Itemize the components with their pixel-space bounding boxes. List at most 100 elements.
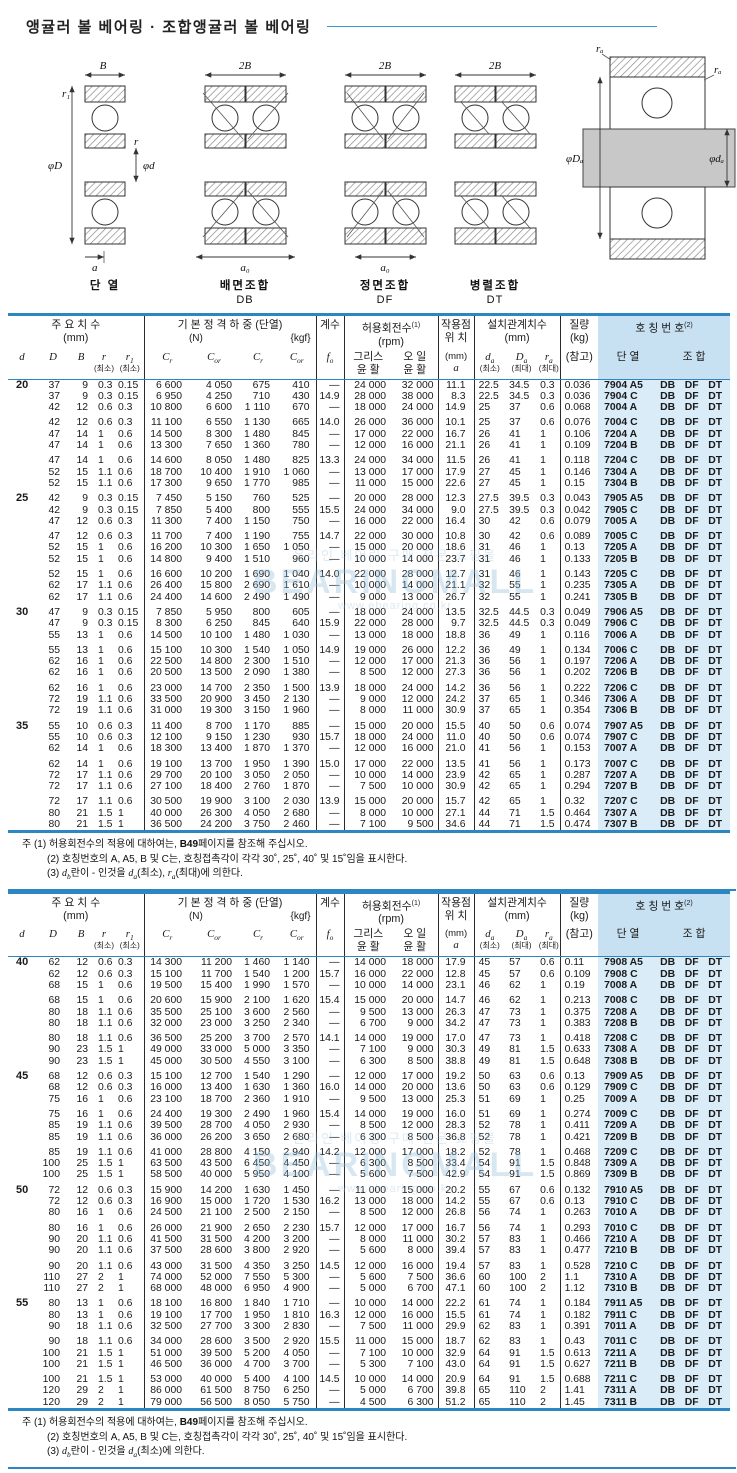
cell-d bbox=[8, 1223, 36, 1234]
column-group-header: 주 요 치 수 (mm) bbox=[8, 314, 145, 349]
cell: 20 000 bbox=[392, 796, 439, 808]
cell: 0.25 bbox=[564, 1093, 585, 1105]
table-row: 62 17 1.1 0.6 26 400 15 800 2 690 1 610—10 000 1… bbox=[8, 580, 731, 592]
cell: 1 bbox=[98, 1207, 104, 1219]
cell: 1 bbox=[538, 769, 561, 782]
cell: — bbox=[316, 591, 345, 603]
cell: 7007 C bbox=[598, 758, 659, 770]
cell: 0.3 bbox=[116, 417, 145, 429]
cell: 18 700 bbox=[150, 466, 183, 478]
cell: 1 960 bbox=[278, 1108, 317, 1121]
cell: 14 600 bbox=[200, 591, 233, 603]
cell: 1 060 bbox=[278, 466, 317, 478]
cell: 21 bbox=[76, 1358, 88, 1370]
footnote-line: 주 (1) 허용회전수의 적용에 대하여는, B49페이지를 참조해 주십시오. bbox=[22, 1417, 308, 1429]
cell: 0.6 bbox=[116, 781, 145, 793]
cell-combination: DB DF DT bbox=[658, 455, 731, 467]
cell: 0.383 bbox=[564, 1017, 591, 1029]
cell: 7 850 bbox=[156, 504, 183, 516]
cell: 0.6 bbox=[116, 1298, 145, 1310]
cell-d bbox=[8, 819, 36, 832]
cell: 6 700 bbox=[360, 1017, 387, 1029]
cell: 1.5 bbox=[98, 1347, 113, 1359]
cell: 28 800 bbox=[200, 1146, 233, 1158]
cell: 1 710 bbox=[278, 1298, 317, 1310]
cell: 17 bbox=[76, 796, 88, 808]
cell: 14.7 bbox=[438, 995, 475, 1007]
cell: 6 300 bbox=[360, 1158, 387, 1170]
cell: 1 bbox=[538, 1298, 561, 1310]
cell: — bbox=[316, 1347, 345, 1359]
cell: 55 bbox=[48, 720, 60, 732]
cell: 7904 C bbox=[598, 390, 659, 403]
cell: 17 000 bbox=[354, 428, 387, 440]
cell: 47 bbox=[48, 606, 60, 618]
cell-combination: DB DF DT bbox=[658, 1358, 731, 1371]
cell: 39 500 bbox=[200, 1347, 233, 1359]
cell: 16 000 bbox=[392, 440, 439, 452]
cell: 68 bbox=[48, 1071, 60, 1083]
cell: 1 950 bbox=[244, 758, 271, 770]
cell: 7009 A bbox=[598, 1093, 659, 1105]
cell: 86 000 bbox=[150, 1385, 183, 1397]
cell: 1 130 bbox=[244, 417, 271, 429]
cell: 2 150 bbox=[278, 1207, 317, 1219]
cell-combination: DB DF DT bbox=[658, 1033, 731, 1045]
cell: 54 bbox=[478, 1169, 491, 1181]
cell: 65 bbox=[509, 796, 521, 808]
cell: — bbox=[316, 1298, 345, 1310]
cell: 61 500 bbox=[200, 1385, 233, 1397]
title-rule bbox=[327, 26, 657, 27]
row-gap bbox=[8, 527, 731, 532]
cell: 43 000 bbox=[150, 1260, 183, 1272]
cell: 61 bbox=[478, 1309, 491, 1321]
cell: 11.0 bbox=[438, 731, 475, 744]
cell-combination: DB DF DT bbox=[658, 1385, 731, 1397]
cell: 0.6 bbox=[538, 1071, 561, 1083]
cell: 2 570 bbox=[278, 1033, 317, 1045]
cell: 1 540 bbox=[244, 968, 271, 980]
cell: 0.421 bbox=[564, 1131, 591, 1143]
cell: 41 500 bbox=[150, 1233, 183, 1245]
cell: 4 350 bbox=[244, 1260, 271, 1272]
cell: 15.7 bbox=[316, 1222, 345, 1234]
cell-d bbox=[8, 505, 36, 516]
cell: 6 600 bbox=[156, 379, 183, 391]
cell: 5 000 bbox=[360, 1283, 387, 1295]
cell: 13 bbox=[76, 1298, 88, 1310]
cell: 5 950 bbox=[206, 606, 233, 618]
cell: — bbox=[316, 1093, 345, 1105]
cell: 1 380 bbox=[278, 667, 317, 679]
cell: 32 000 bbox=[150, 1017, 183, 1029]
cell: 9.0 bbox=[438, 504, 475, 516]
cell: 0.6 bbox=[116, 542, 145, 554]
cell: 2 050 bbox=[278, 769, 317, 782]
cell: 24 000 bbox=[392, 731, 439, 744]
cell-combination: DB DF DT bbox=[658, 1093, 731, 1105]
cell: 80 bbox=[48, 818, 60, 830]
cell: 52 bbox=[478, 1131, 491, 1143]
cell: 6 300 bbox=[392, 1396, 439, 1410]
column-header: 단 열 bbox=[598, 926, 659, 958]
cell: 62 bbox=[48, 682, 60, 694]
cell: 14.7 bbox=[316, 531, 345, 543]
column-group-header: 작용점 위 치 bbox=[438, 892, 475, 927]
cell: 11 000 bbox=[355, 1336, 387, 1348]
cell: 1 630 bbox=[244, 1184, 271, 1196]
cell-d: 25 bbox=[16, 492, 29, 505]
cell: 1 530 bbox=[278, 1196, 317, 1208]
cell: 0.6 bbox=[116, 1245, 145, 1257]
cell: 3 100 bbox=[278, 1055, 317, 1068]
cell-combination: DB DF DT bbox=[658, 569, 731, 581]
cell: 15 bbox=[76, 553, 88, 565]
cell: 14.2 bbox=[438, 682, 475, 695]
cell: 7310 A bbox=[598, 1271, 659, 1284]
cell: 12 bbox=[76, 402, 88, 414]
cell: 800 bbox=[252, 606, 271, 618]
caption-db: 배면조합 bbox=[220, 278, 270, 292]
cell: 1 360 bbox=[278, 1082, 317, 1094]
cell: 14 bbox=[76, 455, 88, 467]
cell: 28 600 bbox=[200, 1245, 233, 1257]
column-header: 조 합 bbox=[658, 348, 731, 380]
cell-combination: DB DF DT bbox=[658, 591, 731, 603]
